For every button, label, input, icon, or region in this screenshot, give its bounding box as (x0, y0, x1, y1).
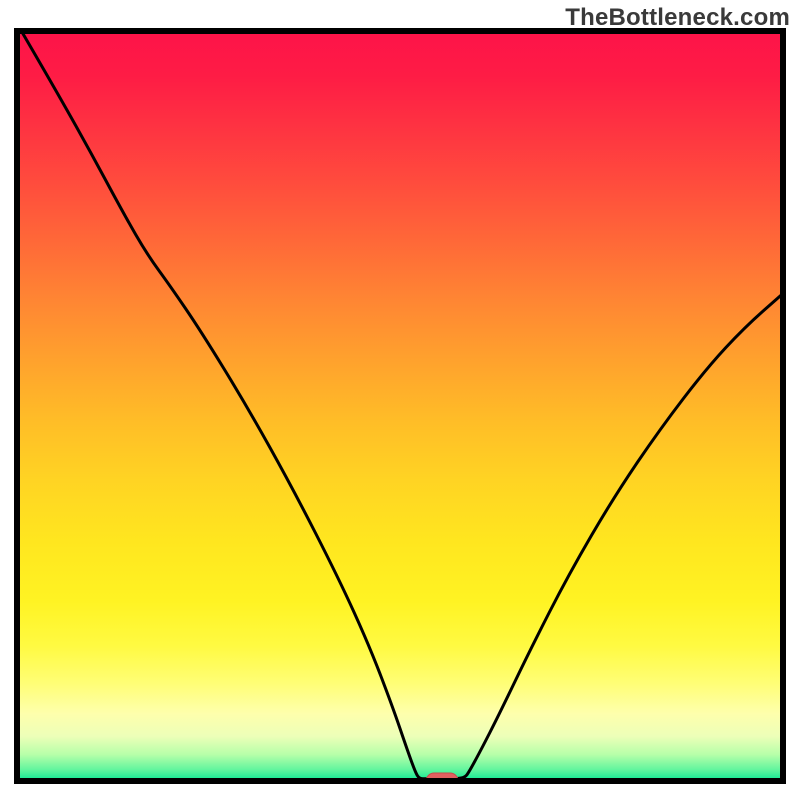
watermark-text: TheBottleneck.com (565, 4, 790, 32)
bottleneck-chart-container: TheBottleneck.com (0, 0, 800, 800)
gradient-background (17, 31, 783, 781)
bottleneck-line-chart (0, 0, 800, 800)
